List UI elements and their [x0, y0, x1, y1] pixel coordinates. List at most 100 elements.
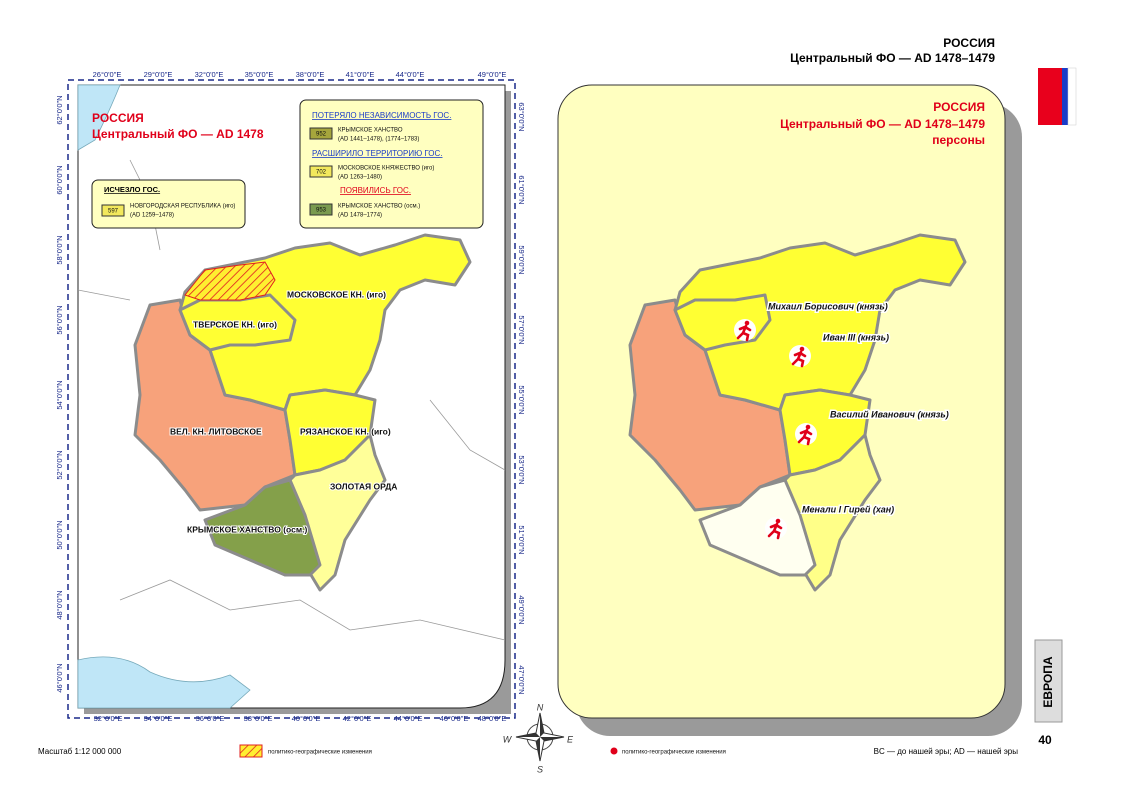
scale-note: Масштаб 1:12 000 000 [38, 747, 122, 756]
legend-code: 952 [316, 132, 327, 138]
axis-label: 52°0'0"N [55, 450, 64, 479]
legend-heading: РАСШИРИЛО ТЕРРИТОРИЮ ГОС. [312, 149, 443, 158]
header-title: РОССИЯ [943, 36, 995, 50]
axis-label: 49°0'0"N [517, 595, 526, 624]
legend-name: КРЫМСКОЕ ХАНСТВО (осм.) [338, 204, 420, 210]
compass-letter: W [503, 734, 513, 744]
legend-code: 702 [316, 170, 327, 176]
legend-code: 953 [316, 208, 327, 214]
region-crimea [698, 478, 817, 577]
legend-box [299, 99, 484, 229]
region-label: МОСКОВСКОЕ КН. (иго) [287, 289, 386, 299]
axis-label: 35°0'0"E [245, 70, 274, 79]
person-label: Василий Иванович (князь) [830, 409, 949, 419]
region-moscow [673, 233, 967, 412]
legend-period: (AD 1263–1480) [338, 175, 382, 181]
legend-name: НОВГОРОДСКАЯ РЕСПУБЛИКА (иго) [130, 204, 235, 210]
sea [77, 84, 121, 151]
legend-text: политико-географические изменения [268, 750, 372, 756]
flag [1067, 67, 1077, 126]
map-subtitle: Центральный ФО — AD 1478–1479 [780, 117, 985, 131]
person-label: Иван III (князь) [823, 332, 889, 342]
person-label: Менали I Гирей (хан) [802, 504, 894, 514]
legend-swatch [309, 165, 333, 178]
legend-text: политико-географические изменения [622, 750, 726, 756]
axis-label: 38°0'0"E [296, 70, 325, 79]
region-label: КРЫМСКОЕ ХАНСТВО (осм.) [187, 524, 307, 534]
axis-label: 32°0'0"E [195, 70, 224, 79]
axis-label: 57°0'0"N [517, 315, 526, 344]
axis-label: 60°0'0"N [55, 165, 64, 194]
region-label: ЗОЛОТАЯ ОРДА [330, 481, 397, 491]
axis-label: 62°0'0"N [55, 95, 64, 124]
axis-label: 38°0'0"E [244, 714, 273, 723]
map-caption: персоны [932, 133, 985, 147]
axis-label: 53°0'0"N [517, 455, 526, 484]
flag [1038, 68, 1062, 125]
legend-dot [610, 747, 618, 755]
region-label: ВЕЛ. КН. ЛИТОВСКОЕ [170, 426, 262, 436]
graticule-frame [67, 79, 516, 719]
region-novgorod [184, 261, 276, 301]
region-label: РЯЗАНСКОЕ КН. (иго) [300, 426, 391, 436]
compass [515, 712, 565, 762]
map-subtitle: Центральный ФО — AD 1478 [92, 127, 264, 141]
legend-swatch [309, 203, 333, 216]
axis-label: 49°0'0"E [478, 70, 507, 79]
legend-heading: ПОЯВИЛИСЬ ГОС. [340, 186, 411, 195]
axis-label: 63°0'0"N [517, 102, 526, 131]
axis-label: 61°0'0"N [517, 175, 526, 204]
legend-swatch [101, 204, 125, 217]
person-icon [793, 421, 819, 447]
regions [628, 233, 967, 592]
flag [1062, 68, 1068, 125]
compass-letter: E [567, 734, 574, 744]
section-tab [1034, 639, 1063, 723]
region-label: ТВЕРСКОЕ КН. (иго) [193, 319, 277, 329]
border-line [77, 159, 506, 641]
legend-box [91, 179, 246, 229]
axis-label: 44°0'0"E [396, 70, 425, 79]
compass-letter: N [537, 702, 544, 712]
region-crimea [203, 478, 322, 577]
legend-swatch [239, 744, 263, 758]
legend-period: (AD 1478–1774) [338, 213, 382, 219]
axis-label: 29°0'0"E [144, 70, 173, 79]
axis-label: 32°0'0"E [94, 714, 123, 723]
axis-label: 40°0'0"E [292, 714, 321, 723]
axis-label: 55°0'0"N [517, 385, 526, 414]
axis-label: 56°0'0"N [55, 305, 64, 334]
axis-label: 47°0'0"N [517, 665, 526, 694]
map-title: РОССИЯ [92, 111, 144, 125]
legend-swatch [309, 127, 333, 140]
person-icon [787, 343, 813, 369]
axis-label: 48°0'0"E [478, 714, 507, 723]
legend-heading: ИСЧЕЗЛО ГОС. [104, 185, 160, 194]
legend-period: (AD 1441–1478), (1774–1783) [338, 137, 419, 143]
axis-label: 46°0'0"N [55, 663, 64, 692]
legend-period: (AD 1259–1478) [130, 213, 174, 219]
person-icon [732, 317, 758, 343]
axis-label: 54°0'0"N [55, 380, 64, 409]
axis-label: 41°0'0"E [346, 70, 375, 79]
legend-heading: ПОТЕРЯЛО НЕЗАВИСИМОСТЬ ГОС. [312, 111, 451, 120]
axis-label: 26°0'0"E [93, 70, 122, 79]
map-title: РОССИЯ [933, 100, 985, 114]
axis-label: 51°0'0"N [517, 525, 526, 554]
legend-name: МОСКОВСКОЕ КНЯЖЕСТВО (иго) [338, 166, 434, 172]
axis-label: 36°0'0"E [196, 714, 225, 723]
axis-label: 44°0'0"E [394, 714, 423, 723]
regions [133, 233, 472, 592]
axis-label: 59°0'0"N [517, 245, 526, 274]
section-label: ЕВРОПА [1041, 656, 1055, 707]
person-icon [763, 515, 789, 541]
axis-label: 34°0'0"E [144, 714, 173, 723]
axis-label: 50°0'0"N [55, 520, 64, 549]
era-note: BC — до нашей эры; AD — нашей эры [874, 747, 1019, 756]
axis-label: 42°0'0"E [343, 714, 372, 723]
person-label: Михаил Борисович (князь) [768, 301, 888, 311]
axis-label: 46°0'0"E [440, 714, 469, 723]
legend-code: 597 [108, 209, 119, 215]
sea [77, 656, 251, 709]
